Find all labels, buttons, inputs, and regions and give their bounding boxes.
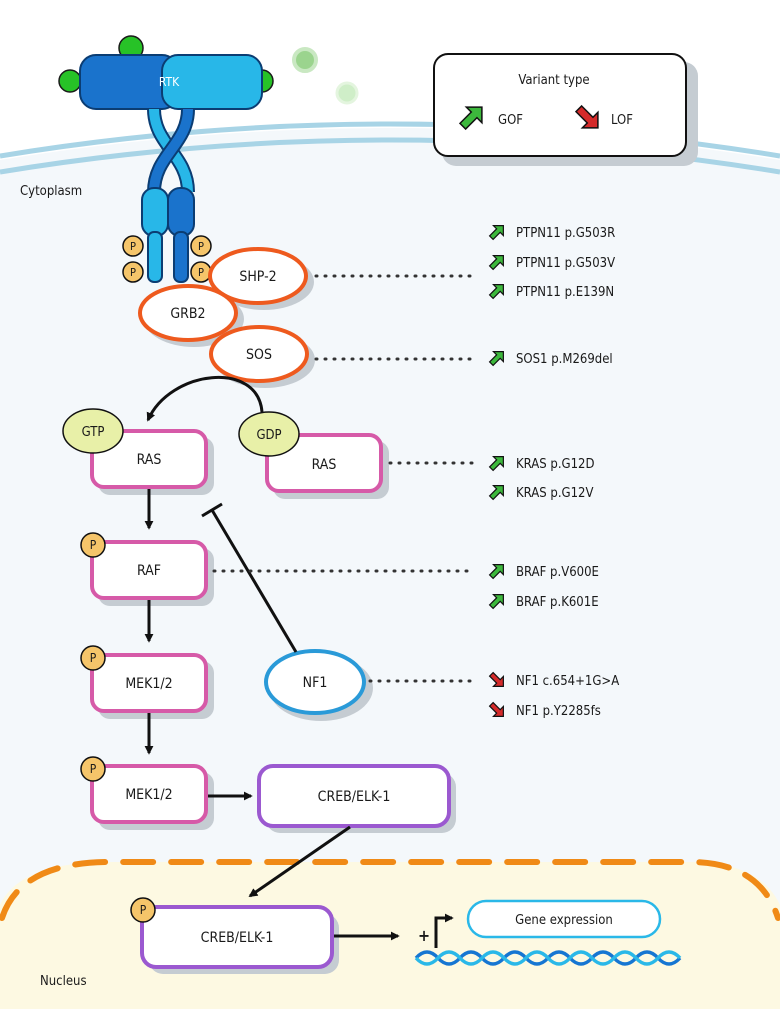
mutation-label: KRAS p.G12D	[516, 457, 595, 472]
gtp-label: GTP	[82, 425, 105, 440]
gene-expression-box	[466, 899, 662, 939]
mek-node	[90, 653, 208, 713]
gof-arrow-icon	[488, 456, 504, 472]
nf1-label: NF1	[303, 675, 328, 691]
transcription-start-arrow	[434, 913, 454, 948]
phosphate-label: P	[90, 762, 97, 776]
phosphate-label: P	[198, 266, 204, 279]
lof-arrow-icon	[488, 671, 504, 687]
mutation-label: PTPN11 p.G503R	[516, 226, 615, 241]
ligand-circle	[335, 81, 359, 105]
lof-legend-icon	[574, 104, 599, 129]
ras-active-node	[90, 429, 208, 489]
grb2-node	[138, 284, 238, 342]
mutation-label: NF1 p.Y2285fs	[516, 704, 601, 719]
creb-cytoplasm-label: CREB/ELK-1	[318, 789, 391, 805]
mek-phospho-label: MEK1/2	[125, 787, 172, 803]
gof-arrow-icon	[488, 485, 504, 501]
gof-legend-label: GOF	[498, 113, 523, 128]
lof-legend-label: LOF	[611, 113, 633, 128]
mutation-label: PTPN11 p.G503V	[516, 256, 615, 271]
legend-box	[433, 53, 687, 157]
gof-arrow-icon	[488, 564, 504, 580]
nucleus-label: Nucleus	[40, 974, 87, 989]
mutation-label: PTPN11 p.E139N	[516, 285, 614, 300]
gtp-node	[62, 408, 124, 454]
gof-arrow-icon	[488, 594, 504, 610]
gof-arrow-icon	[488, 255, 504, 271]
sos-label: SOS	[246, 347, 272, 363]
phosphate-label: P	[130, 266, 136, 279]
phosphate-label: P	[130, 240, 136, 253]
shp2-label: SHP-2	[239, 269, 276, 285]
phosphate-label: P	[198, 240, 204, 253]
ras-active-label: RAS	[137, 452, 162, 468]
mek-phospho-node	[90, 764, 208, 824]
nuclear-envelope	[0, 859, 780, 921]
legend-title: Variant type	[518, 73, 589, 88]
grb2-label: GRB2	[170, 306, 205, 322]
gdp-to-gtp-arrow	[146, 376, 264, 422]
gof-arrow-icon	[488, 225, 504, 241]
rtk-label: RTK	[159, 75, 180, 89]
mek-label: MEK1/2	[125, 676, 172, 692]
inhibition-bar	[201, 502, 223, 518]
phosphate-icon	[80, 756, 106, 782]
nf1-inhibition-line	[210, 509, 298, 653]
creb-nucleus-node	[140, 905, 334, 969]
phosphate-icon	[122, 261, 144, 283]
raf-node	[90, 540, 208, 600]
creb-cytoplasm-node	[257, 764, 451, 828]
mutation-label: SOS1 p.M269del	[516, 352, 613, 367]
lof-arrow-icon	[488, 701, 504, 717]
phosphate-icon	[130, 897, 156, 923]
shp2-node	[208, 247, 308, 305]
nf1-node	[264, 649, 366, 715]
phosphate-label: P	[90, 538, 97, 552]
cytoplasm-label: Cytoplasm	[20, 184, 82, 199]
mutation-label: BRAF p.K601E	[516, 595, 599, 610]
creb-nuclear-translocation-arrow	[248, 825, 351, 898]
creb-nucleus-label: CREB/ELK-1	[201, 930, 274, 946]
mutation-label: KRAS p.G12V	[516, 486, 594, 501]
gof-arrow-icon	[488, 284, 504, 300]
gdp-label: GDP	[256, 428, 281, 443]
phosphate-label: P	[90, 651, 97, 665]
phosphate-icon	[122, 235, 144, 257]
rtk-receptor	[58, 35, 274, 283]
phosphate-label: P	[140, 903, 147, 917]
gene-expression-label: Gene expression	[515, 913, 613, 928]
phosphate-icon	[80, 645, 106, 671]
dna-helix	[414, 950, 682, 966]
mutation-label: NF1 c.654+1G>A	[516, 674, 619, 689]
plus-sign: +	[418, 926, 430, 945]
ras-inactive-node	[265, 433, 383, 493]
phosphate-icon	[190, 235, 212, 257]
gof-legend-icon	[458, 106, 483, 131]
ligand-circle	[292, 47, 318, 73]
mutation-label: BRAF p.V600E	[516, 565, 599, 580]
phosphate-icon	[80, 532, 106, 558]
ras-inactive-label: RAS	[312, 457, 337, 473]
gdp-node	[238, 411, 300, 457]
raf-label: RAF	[137, 563, 161, 579]
sos-node	[209, 325, 309, 383]
gof-arrow-icon	[488, 351, 504, 367]
